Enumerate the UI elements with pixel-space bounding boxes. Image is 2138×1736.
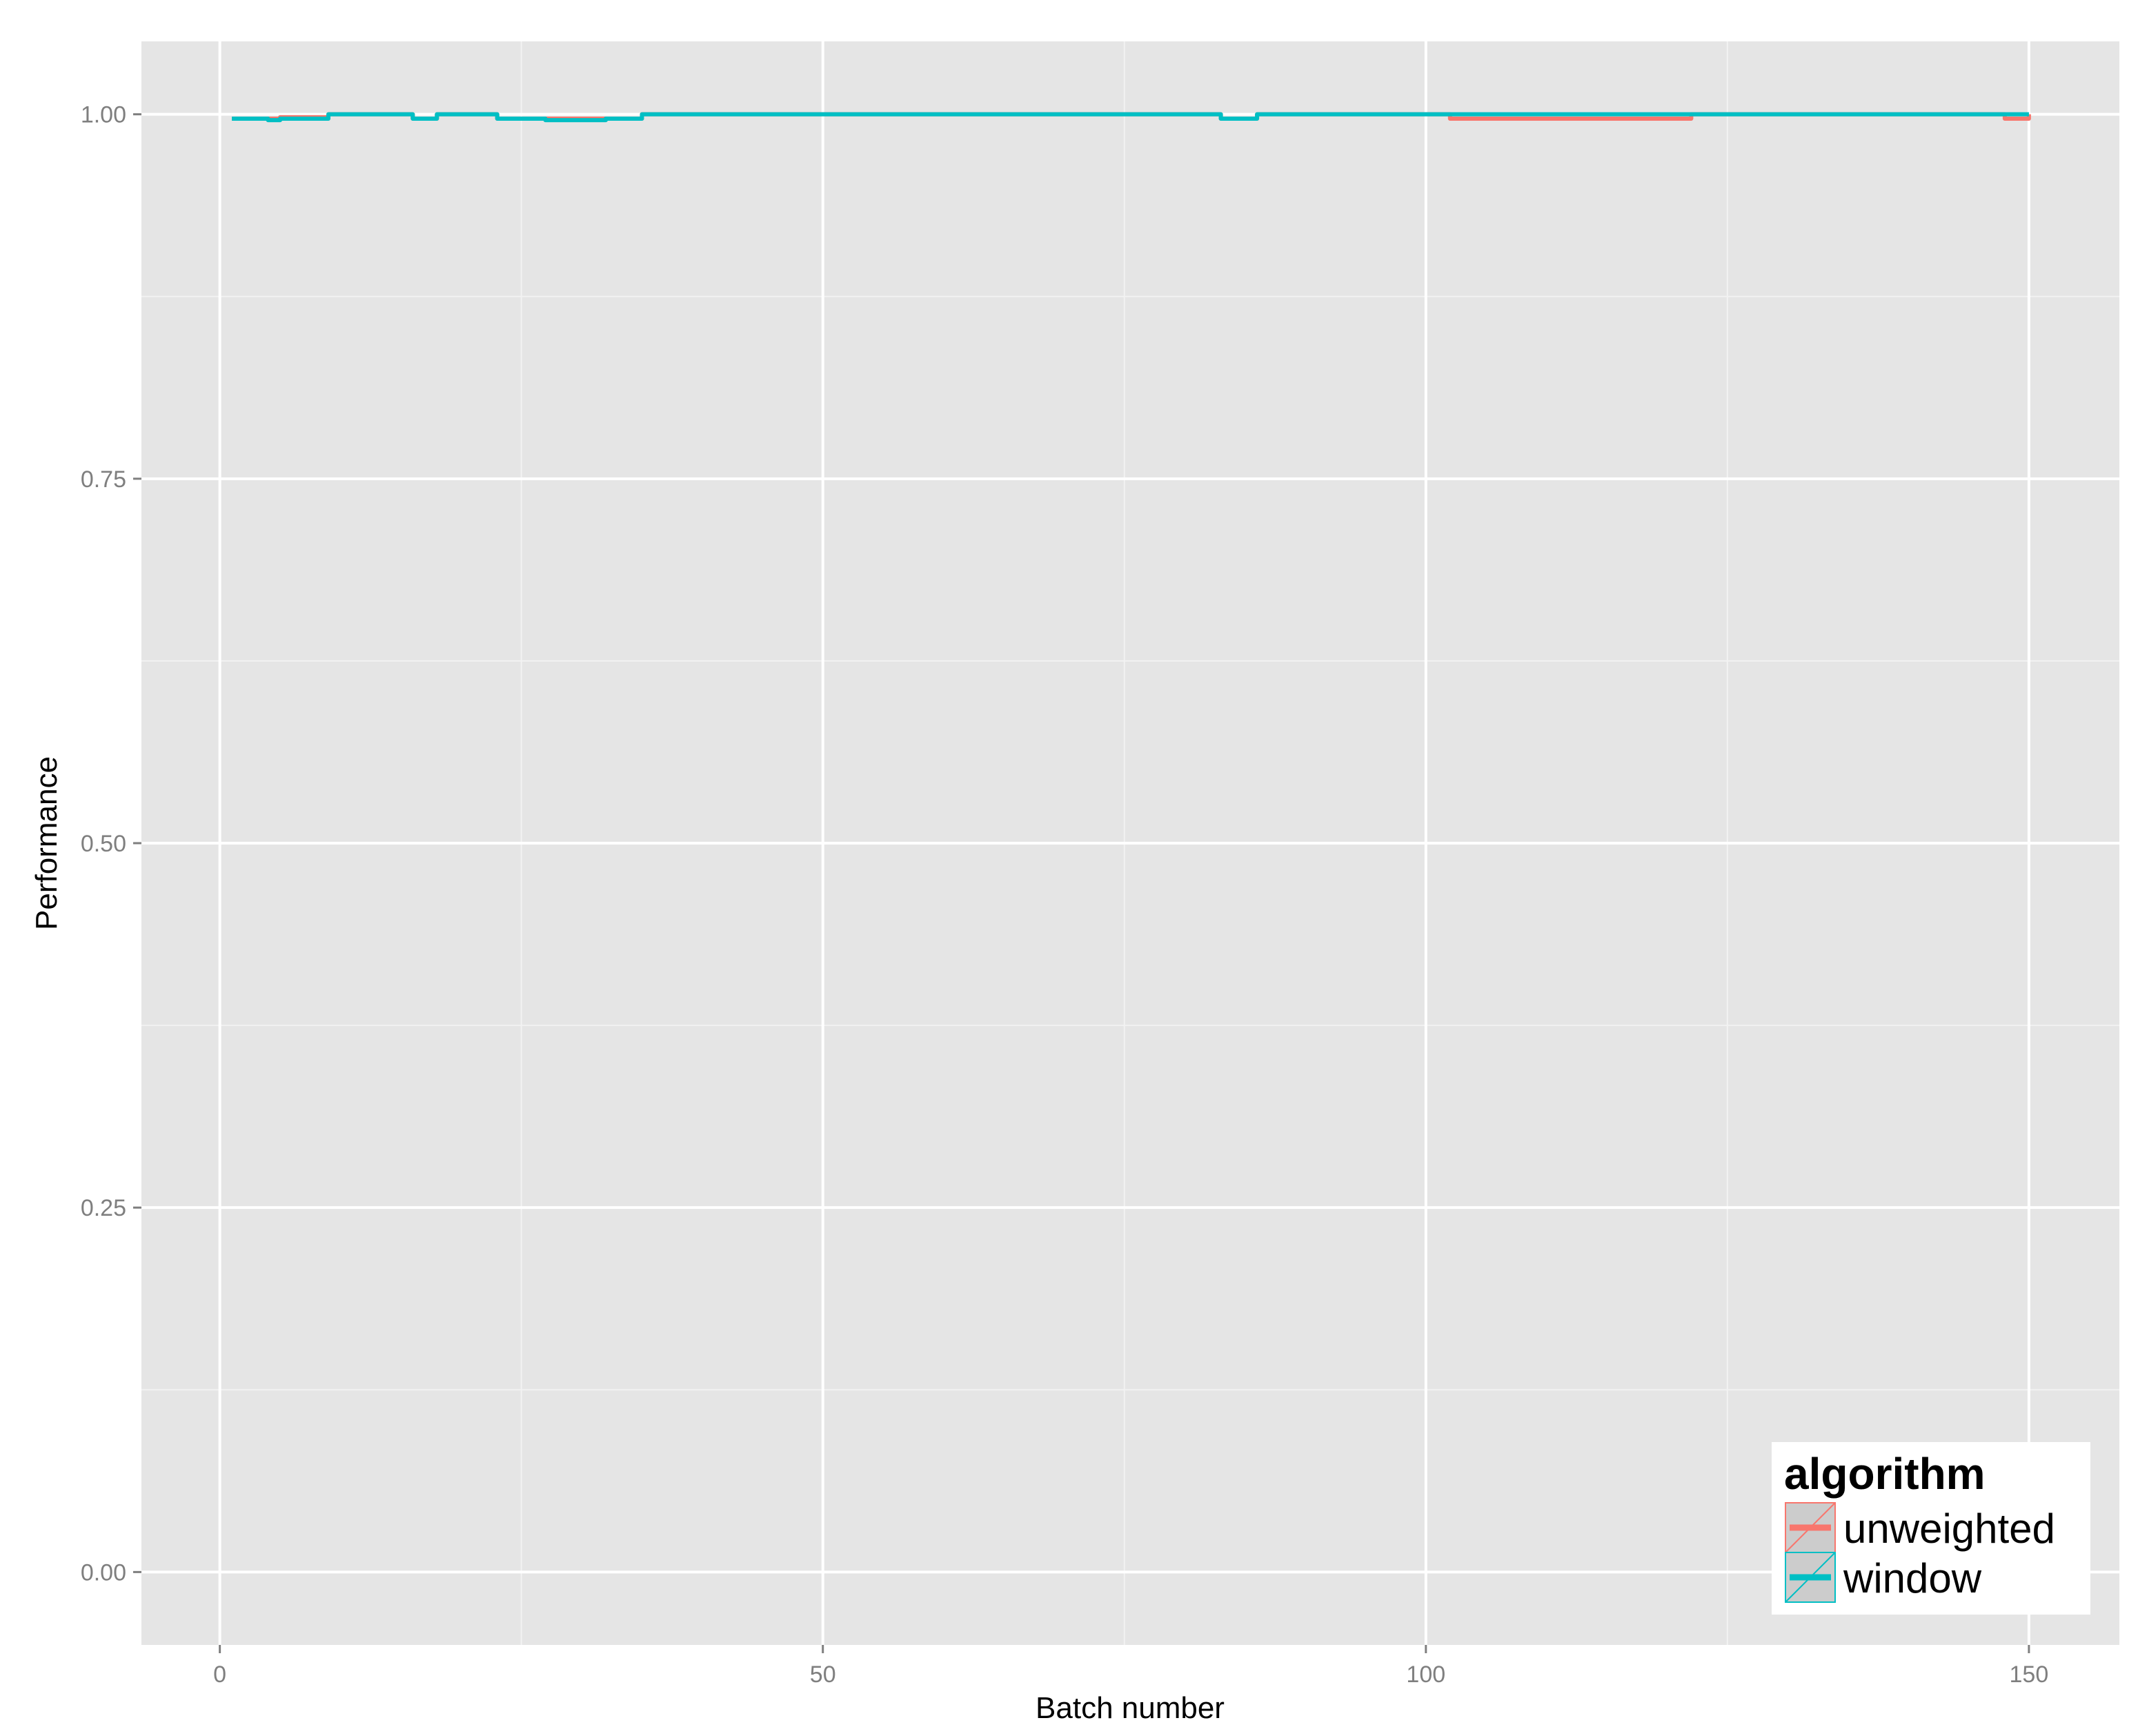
tick-labels: 0 50 100 150 0.00 0.25 0.50 0.75 1.00 (81, 102, 2048, 1688)
legend-label-window: window (1843, 1555, 1982, 1601)
y-axis-title: Performance (30, 756, 63, 930)
x-tick-label: 0 (213, 1661, 226, 1688)
y-tick-label: 0.25 (81, 1195, 126, 1221)
legend-label-unweighted: unweighted (1843, 1506, 2055, 1552)
y-tick-label: 0.75 (81, 466, 126, 493)
x-axis-title: Batch number (1036, 1691, 1225, 1725)
series-lines (232, 112, 2031, 123)
axis-ticks (133, 113, 2030, 1653)
y-tick-label: 0.00 (81, 1559, 126, 1586)
legend-title: algorithm (1784, 1449, 1986, 1499)
y-tick-label: 0.50 (81, 831, 126, 857)
series-line-window (232, 112, 2029, 123)
x-tick-label: 100 (1406, 1661, 1445, 1688)
x-tick-label: 50 (810, 1661, 836, 1688)
y-tick-label: 1.00 (81, 102, 126, 128)
x-tick-label: 150 (2010, 1661, 2049, 1688)
